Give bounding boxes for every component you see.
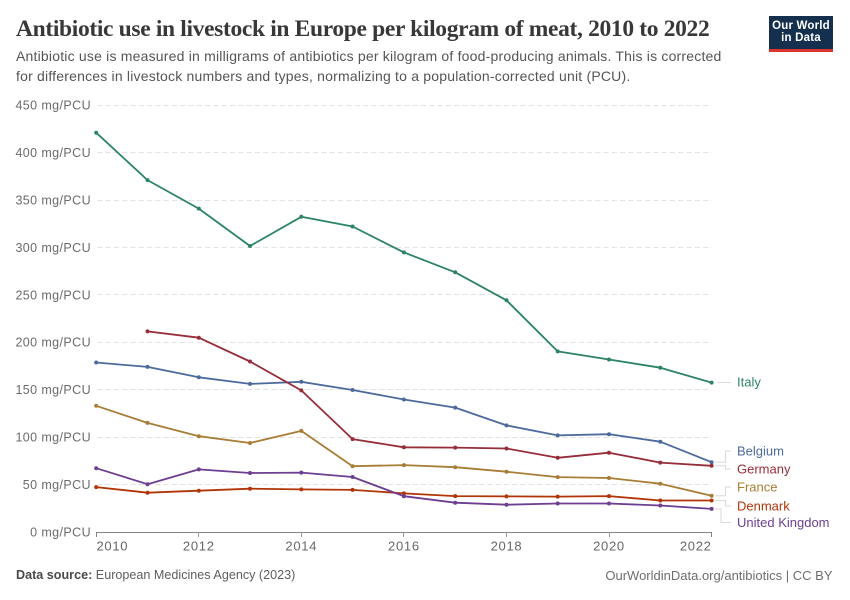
svg-text:Italy: Italy <box>737 375 761 390</box>
svg-text:2012: 2012 <box>183 539 215 554</box>
svg-text:Belgium: Belgium <box>737 444 784 459</box>
svg-text:200 mg/PCU: 200 mg/PCU <box>15 336 91 350</box>
svg-text:2022: 2022 <box>680 539 712 554</box>
svg-text:300 mg/PCU: 300 mg/PCU <box>15 241 91 255</box>
svg-text:France: France <box>737 480 777 495</box>
svg-text:Germany: Germany <box>737 462 791 477</box>
svg-text:400 mg/PCU: 400 mg/PCU <box>15 146 91 160</box>
svg-text:50 mg/PCU: 50 mg/PCU <box>23 478 91 492</box>
svg-text:Denmark: Denmark <box>737 499 790 514</box>
svg-text:2018: 2018 <box>491 539 523 554</box>
svg-text:250 mg/PCU: 250 mg/PCU <box>15 288 91 302</box>
svg-text:2014: 2014 <box>285 539 317 554</box>
svg-text:450 mg/PCU: 450 mg/PCU <box>15 99 91 113</box>
svg-text:0 mg/PCU: 0 mg/PCU <box>30 525 91 539</box>
svg-text:2010: 2010 <box>97 539 129 554</box>
svg-text:United Kingdom: United Kingdom <box>737 515 830 530</box>
svg-text:2020: 2020 <box>593 539 625 554</box>
svg-text:150 mg/PCU: 150 mg/PCU <box>15 383 91 397</box>
svg-text:2016: 2016 <box>388 539 420 554</box>
svg-text:100 mg/PCU: 100 mg/PCU <box>15 431 91 445</box>
svg-text:350 mg/PCU: 350 mg/PCU <box>15 194 91 208</box>
